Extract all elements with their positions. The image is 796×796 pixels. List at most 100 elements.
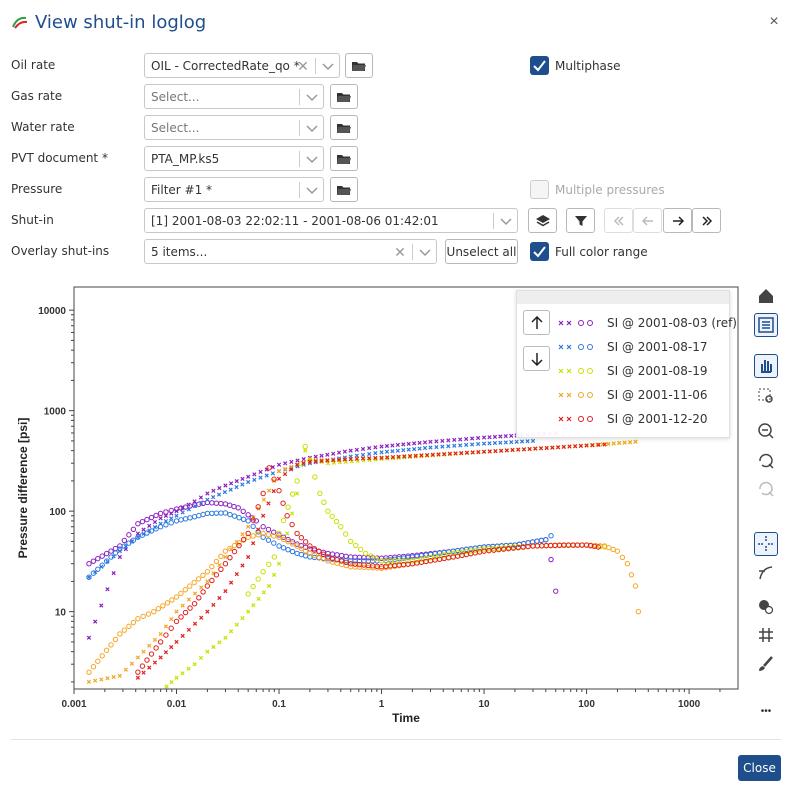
pressure-point xyxy=(205,649,210,654)
pressure-select[interactable]: Filter #1 * xyxy=(144,177,324,202)
pressure-point xyxy=(470,450,475,455)
legend-move-down-button[interactable] xyxy=(523,346,550,371)
pressure-point xyxy=(105,587,110,592)
derivative-point xyxy=(365,564,372,571)
pvt-document-browse-button[interactable] xyxy=(330,146,358,171)
clear-icon[interactable]: ✕ xyxy=(394,244,406,260)
chevron-down-icon[interactable] xyxy=(498,213,514,229)
pvt-document-select[interactable]: PTA_MP.ks5 xyxy=(144,146,324,171)
legend-move-up-button[interactable] xyxy=(523,310,550,335)
more-icon[interactable]: ••• xyxy=(760,705,772,717)
derivative-point xyxy=(347,564,354,570)
close-icon[interactable]: × xyxy=(769,13,779,30)
derivative-point xyxy=(302,548,309,554)
oil-rate-browse-button[interactable] xyxy=(345,53,373,78)
series-5 xyxy=(135,442,607,680)
home-icon[interactable] xyxy=(754,284,778,308)
zoom-box-icon[interactable] xyxy=(754,384,778,408)
derivative-point xyxy=(445,555,452,561)
multiphase-checkbox[interactable] xyxy=(530,56,549,75)
pressure-point xyxy=(390,443,395,448)
pressure-point xyxy=(325,458,330,463)
redo-zoom-icon[interactable] xyxy=(754,477,778,501)
first-shutin-button[interactable] xyxy=(604,208,633,233)
derivative-point xyxy=(329,559,336,565)
pressure-point xyxy=(419,454,424,459)
full-color-range-label: Full color range xyxy=(555,245,648,259)
legend-toggle-icon[interactable] xyxy=(754,313,778,337)
gas-rate-select[interactable]: Select... xyxy=(144,84,324,109)
pressure-point xyxy=(487,449,492,454)
water-rate-browse-button[interactable] xyxy=(330,115,358,140)
water-rate-select[interactable]: Select... xyxy=(144,115,324,140)
chevron-down-icon[interactable] xyxy=(304,120,320,136)
last-shutin-button[interactable] xyxy=(692,208,721,233)
clear-icon[interactable]: ✕ xyxy=(297,58,309,74)
chevron-down-icon[interactable] xyxy=(304,89,320,105)
full-color-range-checkbox[interactable] xyxy=(530,242,549,261)
derivative-point xyxy=(539,543,545,549)
pressure-point xyxy=(385,455,390,460)
derivative-point xyxy=(352,554,358,560)
legend-item[interactable]: SI @ 2001-12-20 xyxy=(557,409,729,429)
gas-rate-browse-button[interactable] xyxy=(330,84,358,109)
derivative-point xyxy=(271,533,277,539)
chevron-down-icon[interactable] xyxy=(304,151,320,167)
pressure-browse-button[interactable] xyxy=(330,177,358,202)
x-tick-label: 10 xyxy=(478,699,490,710)
derivative-point xyxy=(126,532,132,538)
reset-zoom-icon[interactable] xyxy=(754,449,778,473)
derivative-point xyxy=(520,544,526,550)
next-shutin-button[interactable] xyxy=(663,208,692,233)
legend-item[interactable]: SI @ 2001-08-17 xyxy=(557,337,729,357)
pressure-point xyxy=(406,447,411,452)
pressure-point xyxy=(544,445,549,451)
pressure-point xyxy=(499,448,504,453)
pressure-point xyxy=(498,434,503,439)
pressure-point xyxy=(228,580,234,585)
unselect-all-button[interactable]: Unselect all xyxy=(445,239,518,264)
zoom-out-icon[interactable] xyxy=(754,419,778,443)
derivative-point xyxy=(213,500,220,506)
pressure-point xyxy=(470,436,475,441)
chart-legend[interactable]: SI @ 2001-08-03 (ref) SI @ 2001-08-17 SI… xyxy=(516,290,737,438)
overlay-shutins-select[interactable]: 5 items... ✕ xyxy=(144,239,437,264)
crosshair-icon[interactable] xyxy=(754,532,778,556)
chevron-down-icon[interactable] xyxy=(320,58,336,74)
pressure-point xyxy=(360,456,366,461)
pressure-point xyxy=(413,453,418,458)
derivative-point xyxy=(463,546,470,553)
derivative-icon[interactable] xyxy=(754,560,778,584)
pan-hand-icon[interactable] xyxy=(754,354,778,378)
grid-icon[interactable] xyxy=(754,623,778,647)
multiple-pressures-checkbox[interactable] xyxy=(530,180,549,199)
time-marker-icon[interactable] xyxy=(754,594,778,618)
pressure-point xyxy=(407,453,413,459)
filter-button[interactable] xyxy=(566,208,595,233)
legend-item[interactable]: SI @ 2001-11-06 xyxy=(557,385,729,405)
derivative-point xyxy=(209,577,215,584)
derivative-point xyxy=(298,551,305,558)
close-button[interactable]: Close xyxy=(738,755,781,781)
derivative-point xyxy=(423,552,429,558)
pressure-point xyxy=(174,609,179,614)
layers-button[interactable] xyxy=(528,208,557,233)
chevron-down-icon[interactable] xyxy=(417,244,433,260)
previous-shutin-button[interactable] xyxy=(633,208,662,233)
brush-icon[interactable] xyxy=(754,652,778,676)
derivative-point xyxy=(222,510,229,516)
pressure-point xyxy=(152,637,158,642)
pressure-point xyxy=(111,674,116,680)
derivative-point xyxy=(196,501,202,507)
derivative-point xyxy=(538,537,545,544)
pressure-point xyxy=(135,675,141,680)
legend-item[interactable]: SI @ 2001-08-03 (ref) xyxy=(557,313,737,333)
derivative-point xyxy=(213,510,220,516)
derivative-point xyxy=(503,542,509,549)
derivative-point xyxy=(245,512,251,518)
chevron-down-icon[interactable] xyxy=(304,182,320,198)
pressure-point xyxy=(447,451,453,456)
oil-rate-select[interactable]: OIL - CorrectedRate_qo * ✕ xyxy=(144,53,340,78)
shut-in-select[interactable]: [1] 2001-08-03 22:02:11 - 2001-08-06 01:… xyxy=(144,208,518,233)
legend-item[interactable]: SI @ 2001-08-19 xyxy=(557,361,729,381)
